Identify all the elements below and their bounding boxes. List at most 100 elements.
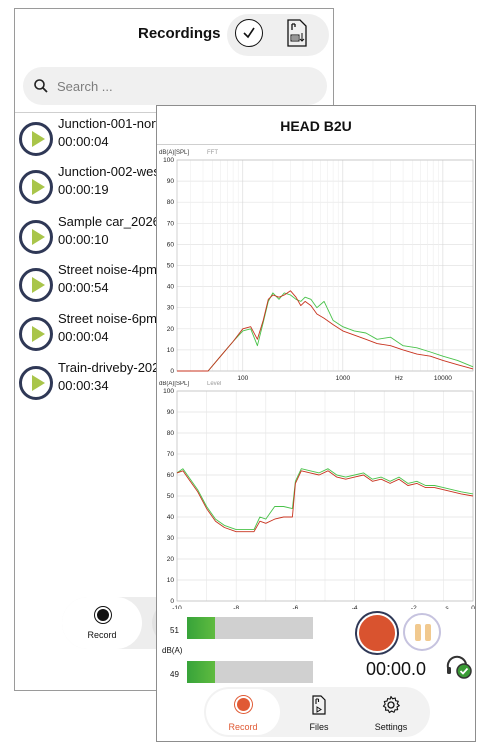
file-export-icon	[287, 19, 307, 47]
play-button[interactable]	[19, 366, 53, 400]
y-tick-label: 30	[167, 535, 175, 542]
headphone-check-icon	[446, 655, 472, 679]
y-tick-label: 0	[170, 368, 174, 375]
recording-item[interactable]: Junction-002-west 00:00:19	[19, 164, 319, 208]
meter-value: 51	[170, 626, 179, 635]
y-tick-label: 60	[167, 472, 175, 479]
level-meter	[187, 617, 313, 639]
play-icon	[32, 326, 45, 342]
y-tick-label: 100	[163, 157, 174, 164]
export-button[interactable]	[285, 18, 309, 48]
y-axis-label: dB(A)[SPL]	[159, 150, 189, 156]
timer: 00:00.0	[366, 659, 427, 679]
x-tick-label: -4	[352, 605, 358, 609]
level-meter	[187, 661, 313, 683]
recording-duration: 00:00:54	[58, 280, 109, 295]
series-line	[177, 292, 474, 372]
checkmark-circle-icon	[243, 27, 255, 39]
search-input[interactable]	[57, 78, 297, 94]
x-tick-label: 1000	[336, 375, 351, 381]
y-tick-label: 20	[167, 556, 175, 563]
recording-duration: 00:00:04	[58, 329, 109, 344]
level-meter-fill	[187, 617, 215, 639]
record-button[interactable]	[357, 613, 397, 653]
pause-icon	[425, 624, 431, 641]
recording-name: Street noise-4pm	[58, 262, 157, 277]
x-tick-label: 10000	[434, 375, 452, 381]
tab-label: Files	[309, 722, 329, 732]
x-tick-label: 100	[237, 375, 248, 381]
recording-name: Junction-002-west	[58, 164, 164, 179]
tab-label: Record	[228, 722, 258, 732]
play-icon	[32, 375, 45, 391]
play-button[interactable]	[19, 122, 53, 156]
divider	[157, 144, 475, 145]
recording-name: Train-driveby-2026	[58, 360, 167, 375]
y-tick-label: 10	[167, 347, 175, 354]
pause-button[interactable]	[403, 613, 441, 651]
y-tick-label: 50	[167, 493, 175, 500]
x-tick-label: 0	[471, 605, 475, 609]
play-button[interactable]	[19, 170, 53, 204]
recording-duration: 00:00:34	[58, 378, 109, 393]
recording-item[interactable]: Street noise-6pm 00:00:04	[19, 311, 319, 355]
chart-mode-label: Level	[207, 381, 221, 387]
y-tick-label: 100	[163, 388, 174, 395]
gear-icon	[382, 695, 400, 714]
page-title: Recordings	[138, 25, 221, 42]
page-title: HEAD B2U	[280, 118, 352, 134]
series-line	[176, 468, 474, 531]
recording-item[interactable]: Sample car_2026 00:00:10	[19, 214, 319, 258]
plot-frame	[176, 159, 474, 372]
y-axis-label: dB(A)[SPL]	[159, 381, 189, 387]
recording-duration: 00:00:04	[58, 134, 109, 149]
fft-chart: dB(A)[SPL] FFT 0 10 20 30 40 50 60 70 80 90 100 100 10…	[159, 150, 474, 381]
recording-item[interactable]: Street noise-4pm 00:00:54	[19, 262, 319, 306]
play-icon	[32, 131, 45, 147]
play-icon	[32, 229, 45, 245]
files-icon	[312, 695, 326, 715]
level-chart: dB(A)[SPL] Level 0 10 20 30 40 50 60 70 80 90 100 -10…	[159, 381, 475, 609]
y-tick-label: 40	[167, 514, 175, 521]
tab-files[interactable]: Files	[282, 689, 356, 735]
x-tick-label: -2	[411, 605, 417, 609]
chart-mode-label: FFT	[207, 150, 218, 156]
y-tick-label: 80	[167, 430, 175, 437]
series-line	[176, 470, 474, 533]
x-axis-label: s	[445, 605, 449, 609]
recording-duration: 00:00:19	[58, 182, 109, 197]
level-meter-fill	[187, 661, 215, 683]
recording-item[interactable]: Train-driveby-2026 00:00:34	[19, 360, 319, 404]
tab-record[interactable]: Record	[206, 689, 280, 735]
y-tick-label: 20	[167, 326, 175, 333]
y-tick-label: 80	[167, 199, 175, 206]
recording-duration: 00:00:10	[58, 232, 109, 247]
select-button[interactable]	[235, 19, 263, 47]
recording-item[interactable]: Junction-001-north 00:00:04	[19, 116, 319, 160]
play-button[interactable]	[19, 220, 53, 254]
play-button[interactable]	[19, 268, 53, 302]
record-icon	[95, 607, 111, 623]
pause-icon	[415, 624, 421, 641]
y-tick-label: 0	[170, 598, 174, 605]
play-icon	[32, 179, 45, 195]
y-tick-label: 30	[167, 305, 175, 312]
meter-unit: dB(A)	[162, 646, 183, 655]
recording-name: Sample car_2026	[58, 214, 160, 229]
search-bar[interactable]	[23, 67, 327, 105]
y-tick-label: 70	[167, 220, 175, 227]
recording-name: Junction-001-north	[58, 116, 167, 131]
tab-settings[interactable]: Settings	[354, 689, 428, 735]
y-tick-label: 10	[167, 577, 175, 584]
search-icon	[34, 79, 48, 93]
y-tick-label: 60	[167, 241, 175, 248]
y-tick-label: 50	[167, 263, 175, 270]
record-icon	[235, 696, 252, 713]
play-icon	[32, 277, 45, 293]
tab-record[interactable]: Record	[62, 597, 142, 649]
play-button[interactable]	[19, 317, 53, 351]
bottom-nav: Record Files Settings	[204, 687, 430, 737]
x-axis-label: Hz	[395, 375, 403, 381]
main-screen: HEAD B2U dB(A)[SPL] FFT 0 10 20 30 40 50 60 70 80 9…	[156, 105, 476, 742]
y-tick-label: 90	[167, 178, 175, 185]
